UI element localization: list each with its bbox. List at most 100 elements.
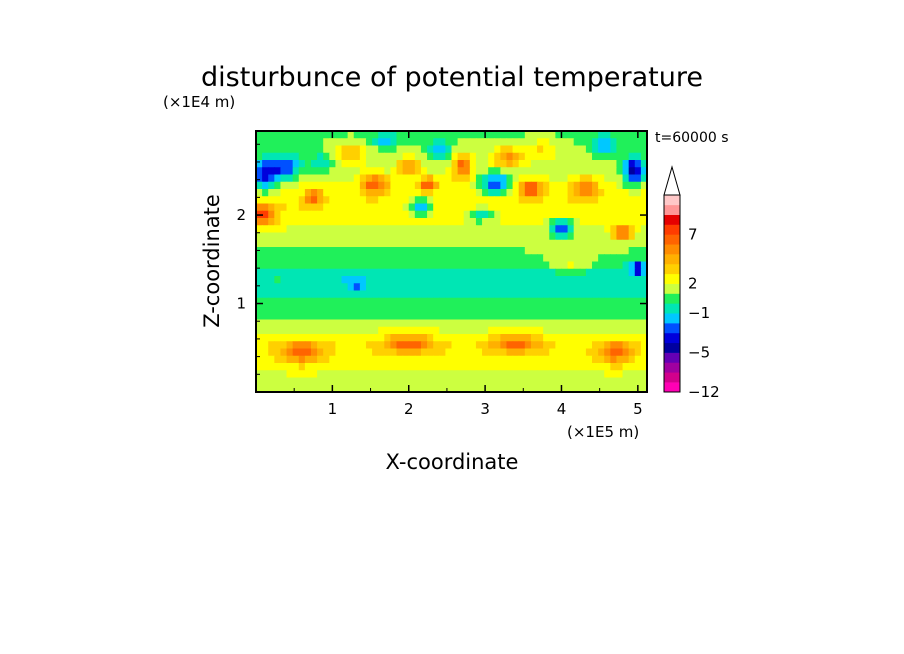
heatmap-cell <box>408 189 416 197</box>
heatmap-cell <box>414 247 422 255</box>
heatmap-cell <box>537 167 544 176</box>
heatmap-cell <box>262 305 269 313</box>
heatmap-cell <box>634 232 642 241</box>
heatmap-cell <box>420 370 428 379</box>
heatmap-cell <box>451 152 459 161</box>
heatmap-cell <box>341 203 349 212</box>
heatmap-cell <box>323 189 330 197</box>
heatmap-cell <box>353 312 361 321</box>
heatmap-cell <box>420 341 428 350</box>
heatmap-cell <box>524 341 532 350</box>
heatmap-cell <box>616 247 624 255</box>
heatmap-cell <box>549 239 556 248</box>
heatmap-cell <box>567 319 575 328</box>
heatmap-cell <box>445 203 453 212</box>
heatmap-cell <box>616 384 624 393</box>
heatmap-cell <box>347 377 355 386</box>
heatmap-cell <box>549 196 556 205</box>
heatmap-cell <box>640 174 648 183</box>
heatmap-cell <box>463 384 471 393</box>
heatmap-cell <box>622 181 630 190</box>
heatmap-cell <box>298 348 306 357</box>
heatmap-cell <box>280 196 288 205</box>
heatmap-cell <box>482 196 489 205</box>
heatmap-cell <box>530 319 538 328</box>
heatmap-cell <box>598 145 605 154</box>
heatmap-cell <box>463 297 471 306</box>
heatmap-cell <box>494 341 501 350</box>
heatmap-cell <box>530 138 538 147</box>
heatmap-cell <box>445 232 453 241</box>
heatmap-cell <box>292 297 300 306</box>
heatmap-cell <box>451 189 459 197</box>
heatmap-cell <box>561 239 569 248</box>
heatmap-cell <box>341 145 349 154</box>
heatmap-cell <box>494 174 501 183</box>
heatmap-cell <box>347 305 355 313</box>
heatmap-cell <box>317 297 324 306</box>
heatmap-cell <box>378 239 385 248</box>
heatmap-cell <box>439 138 446 147</box>
heatmap-cell <box>610 261 618 270</box>
heatmap-cell <box>451 326 459 335</box>
heatmap-cell <box>512 189 520 197</box>
heatmap-cell <box>579 268 587 277</box>
heatmap-cell <box>433 181 440 190</box>
heatmap-cell <box>616 152 624 161</box>
heatmap-cell <box>537 210 544 219</box>
heatmap-cell <box>488 261 495 270</box>
heatmap-cell <box>341 283 349 292</box>
heatmap-cell <box>445 326 453 335</box>
heatmap-cell <box>359 276 367 284</box>
heatmap-cell <box>488 152 495 161</box>
heatmap-cell <box>445 290 453 299</box>
heatmap-cell <box>408 145 416 154</box>
heatmap-cell <box>482 319 489 328</box>
heatmap-cell <box>439 276 446 284</box>
heatmap-cell <box>530 348 538 357</box>
heatmap-cell <box>457 312 465 321</box>
heatmap-cell <box>469 254 477 263</box>
heatmap-cell <box>555 174 563 183</box>
heatmap-cell <box>463 196 471 205</box>
heatmap-cell <box>616 261 624 270</box>
heatmap-cell <box>262 326 269 335</box>
colorbar-swatch <box>664 263 680 275</box>
heatmap-cell <box>469 261 477 270</box>
heatmap-cell <box>427 363 434 371</box>
heatmap-cell <box>573 218 581 226</box>
heatmap-cell <box>494 152 501 161</box>
heatmap-cell <box>598 181 605 190</box>
heatmap-cell <box>579 370 587 379</box>
heatmap-cell <box>616 268 624 277</box>
heatmap-cell <box>347 196 355 205</box>
heatmap-cell <box>408 261 416 270</box>
heatmap-cell <box>549 145 556 154</box>
heatmap-cell <box>585 348 593 357</box>
heatmap-cell <box>579 283 587 292</box>
heatmap-cell <box>469 181 477 190</box>
heatmap-cell <box>347 363 355 371</box>
heatmap-cell <box>585 167 593 176</box>
heatmap-cell <box>378 290 385 299</box>
heatmap-cell <box>634 145 642 154</box>
heatmap-cell <box>274 334 282 342</box>
heatmap-cell <box>353 276 361 284</box>
heatmap-cell <box>274 297 282 306</box>
heatmap-cell <box>445 348 453 357</box>
heatmap-cell <box>408 174 416 183</box>
heatmap-cell <box>537 355 544 364</box>
heatmap-cell <box>433 210 440 219</box>
heatmap-cell <box>537 196 544 205</box>
heatmap-cell <box>433 290 440 299</box>
heatmap-cell <box>274 138 282 147</box>
heatmap-cell <box>598 196 605 205</box>
heatmap-cell <box>323 145 330 154</box>
heatmap-cell <box>414 210 422 219</box>
heatmap-cell <box>543 326 550 335</box>
heatmap-cell <box>359 312 367 321</box>
heatmap-cell <box>506 348 514 357</box>
heatmap-cell <box>592 232 599 241</box>
heatmap-cell <box>561 305 569 313</box>
heatmap-cell <box>579 363 587 371</box>
